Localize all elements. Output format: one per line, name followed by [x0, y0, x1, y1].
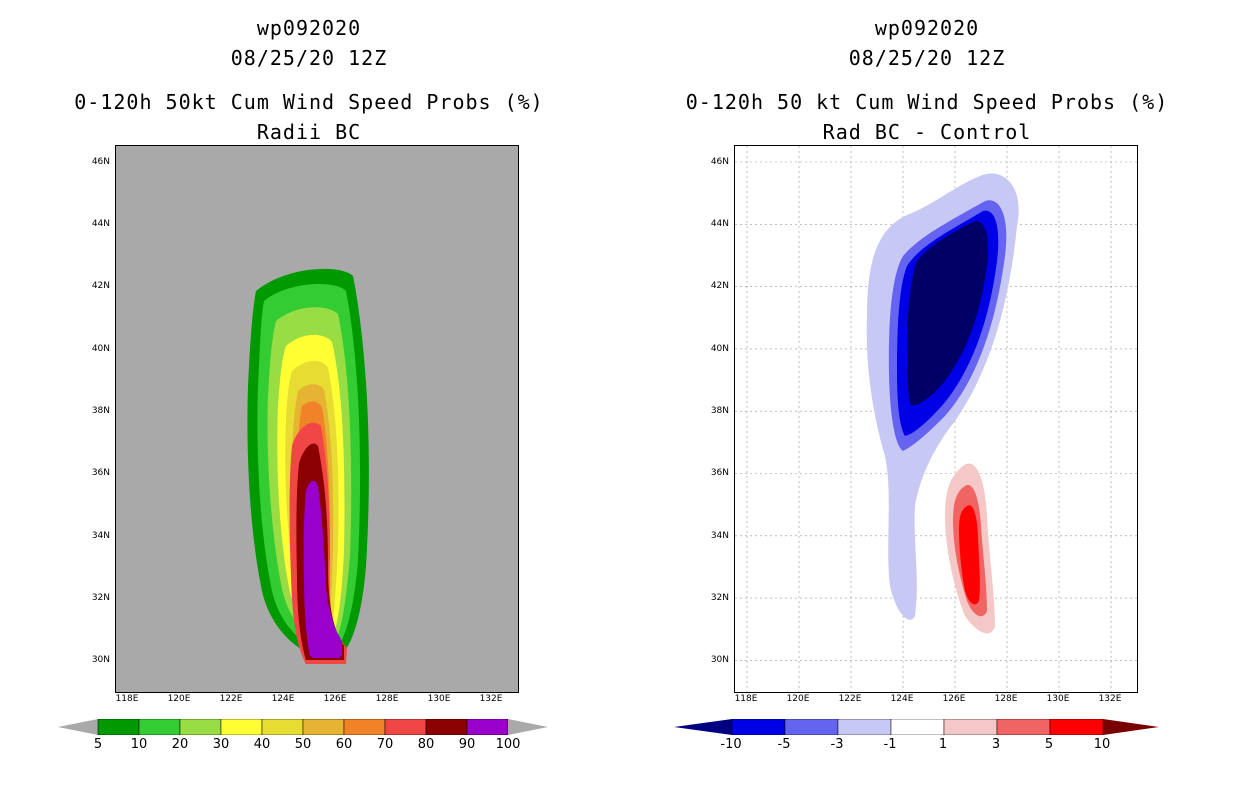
lon-label: 130E: [427, 694, 451, 704]
lon-label: 124E: [890, 694, 914, 704]
colorbar-label: 5: [93, 737, 103, 752]
colorbar-label: 70: [376, 737, 394, 752]
storm-id: wp092020: [874, 16, 980, 40]
lat-label: 42N: [91, 281, 110, 291]
lat-label: 30N: [91, 655, 110, 665]
colorbar-label: 20: [171, 737, 189, 752]
probability-map: [115, 145, 519, 693]
colorbar-swatch: [1049, 719, 1104, 735]
colorbar-label: 10: [130, 737, 148, 752]
product-title: 0-120h 50kt Cum Wind Speed Probs (%): [74, 90, 544, 114]
colorbar-label: -1: [883, 737, 897, 752]
product-title: 0-120h 50 kt Cum Wind Speed Probs (%): [685, 90, 1169, 114]
colorbar-swatch: [220, 719, 263, 735]
colorbar-swatch: [302, 719, 345, 735]
lat-label: 34N: [91, 531, 110, 541]
colorbar-swatch: [138, 719, 181, 735]
lat-label: 44N: [710, 219, 729, 229]
colorbar-label: 90: [458, 737, 476, 752]
lat-label: 34N: [710, 531, 729, 541]
lat-label: 40N: [710, 344, 729, 354]
lat-label: 38N: [710, 406, 729, 416]
lat-label: 36N: [91, 468, 110, 478]
lon-label: 124E: [271, 694, 295, 704]
difference-map: [734, 145, 1138, 693]
colorbar-swatch: [784, 719, 839, 735]
lon-label: 128E: [994, 694, 1018, 704]
colorbar-label: 60: [335, 737, 353, 752]
lon-label: 122E: [219, 694, 243, 704]
left-map-panel: wp092020 08/25/20 12Z 0-120h 50kt Cum Wi…: [58, 16, 548, 752]
panel-subtitle: Radii BC: [256, 120, 362, 144]
colorbar-high-arrow: [508, 719, 548, 735]
lat-label: 44N: [91, 219, 110, 229]
lat-label: 46N: [91, 157, 110, 167]
difference-colorbar: [674, 719, 1159, 735]
storm-id: wp092020: [256, 16, 362, 40]
forecast-datetime: 08/25/20 12Z: [230, 46, 388, 70]
colorbar-swatch: [179, 719, 222, 735]
colorbar-swatch: [731, 719, 786, 735]
colorbar-swatch: [466, 719, 509, 735]
colorbar-swatch: [996, 719, 1051, 735]
colorbar-label: -10: [720, 737, 742, 752]
lon-label: 126E: [942, 694, 966, 704]
lon-label: 122E: [838, 694, 862, 704]
lat-label: 46N: [710, 157, 729, 167]
lat-label: 42N: [710, 281, 729, 291]
diff-positive-5: [959, 505, 980, 605]
right-map-panel: wp092020 08/25/20 12Z 0-120h 50 kt Cum W…: [618, 0, 1236, 800]
colorbar-label: 3: [991, 737, 1001, 752]
colorbar-swatch: [425, 719, 468, 735]
colorbar-label: 1: [938, 737, 948, 752]
colorbar-label: 30: [212, 737, 230, 752]
colorbar-swatch: [943, 719, 998, 735]
colorbar-label: 100: [495, 737, 521, 752]
colorbar-swatch: [97, 719, 140, 735]
colorbar-swatch: [890, 719, 945, 735]
panel-subtitle: Rad BC - Control: [822, 120, 1032, 144]
lat-label: 38N: [91, 406, 110, 416]
colorbar-swatch: [837, 719, 892, 735]
colorbar-label: 10: [1093, 737, 1111, 752]
lon-label: 118E: [115, 694, 139, 704]
lon-label: 118E: [734, 694, 758, 704]
lat-label: 32N: [710, 593, 729, 603]
forecast-datetime: 08/25/20 12Z: [848, 46, 1006, 70]
lon-label: 126E: [323, 694, 347, 704]
lon-label: 130E: [1046, 694, 1070, 704]
lon-label: 128E: [375, 694, 399, 704]
lon-label: 120E: [167, 694, 191, 704]
colorbar-label: 40: [253, 737, 271, 752]
colorbar-label: -5: [777, 737, 791, 752]
lon-label: 132E: [1098, 694, 1122, 704]
colorbar-low-arrow: [674, 719, 732, 735]
colorbar-label: -3: [830, 737, 844, 752]
diff-negative-10: [907, 220, 989, 406]
lon-label: 132E: [479, 694, 503, 704]
colorbar-swatch: [384, 719, 427, 735]
colorbar-low-arrow: [58, 719, 98, 735]
colorbar-high-arrow: [1103, 719, 1159, 735]
lat-label: 40N: [91, 344, 110, 354]
colorbar-label: 50: [294, 737, 312, 752]
colorbar-swatch: [343, 719, 386, 735]
colorbar-label: 80: [417, 737, 435, 752]
colorbar-label: 5: [1044, 737, 1054, 752]
colorbar-swatch: [261, 719, 304, 735]
lon-label: 120E: [786, 694, 810, 704]
prob-band-100: [310, 496, 340, 658]
probability-colorbar: [58, 719, 548, 735]
lat-label: 36N: [710, 468, 729, 478]
lat-label: 32N: [91, 593, 110, 603]
lat-label: 30N: [710, 655, 729, 665]
